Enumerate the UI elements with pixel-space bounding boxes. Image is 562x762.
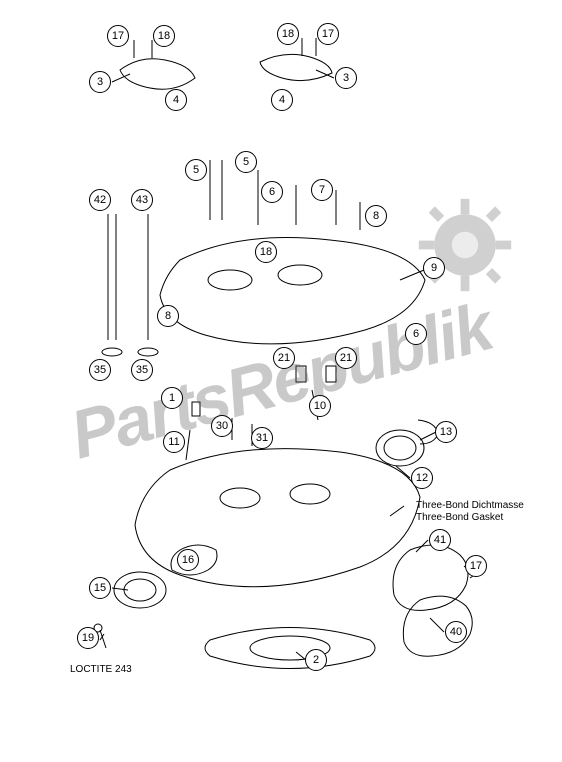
callout-4: 4: [271, 89, 293, 111]
label-tb-de: Three-Bond Dichtmasse: [416, 500, 524, 512]
callout-43: 43: [131, 189, 153, 211]
callout-6: 6: [405, 323, 427, 345]
callout-17: 17: [317, 23, 339, 45]
callout-16: 16: [177, 549, 199, 571]
callout-21: 21: [335, 347, 357, 369]
callout-2: 2: [305, 649, 327, 671]
callout-12: 12: [411, 467, 433, 489]
callout-31: 31: [251, 427, 273, 449]
callout-8: 8: [157, 305, 179, 327]
callout-19: 19: [77, 627, 99, 649]
callout-5: 5: [235, 151, 257, 173]
callout-11: 11: [163, 431, 185, 453]
callout-21: 21: [273, 347, 295, 369]
callout-1: 1: [161, 387, 183, 409]
label-loctite: LOCTITE 243: [70, 664, 132, 676]
callout-35: 35: [131, 359, 153, 381]
callout-41: 41: [429, 529, 451, 551]
callout-9: 9: [423, 257, 445, 279]
callout-35: 35: [89, 359, 111, 381]
callout-17: 17: [107, 25, 129, 47]
callout-6: 6: [261, 181, 283, 203]
callout-5: 5: [185, 159, 207, 181]
callout-30: 30: [211, 415, 233, 437]
callout-8: 8: [365, 205, 387, 227]
callout-17: 17: [465, 555, 487, 577]
callout-10: 10: [309, 395, 331, 417]
callout-18: 18: [277, 23, 299, 45]
callout-40: 40: [445, 621, 467, 643]
callout-7: 7: [311, 179, 333, 201]
label-tb-en: Three-Bond Gasket: [416, 512, 503, 524]
callout-18: 18: [153, 25, 175, 47]
callout-42: 42: [89, 189, 111, 211]
callout-3: 3: [89, 71, 111, 93]
callout-15: 15: [89, 577, 111, 599]
callout-18: 18: [255, 241, 277, 263]
callout-4: 4: [165, 89, 187, 111]
callout-13: 13: [435, 421, 457, 443]
callout-3: 3: [335, 67, 357, 89]
